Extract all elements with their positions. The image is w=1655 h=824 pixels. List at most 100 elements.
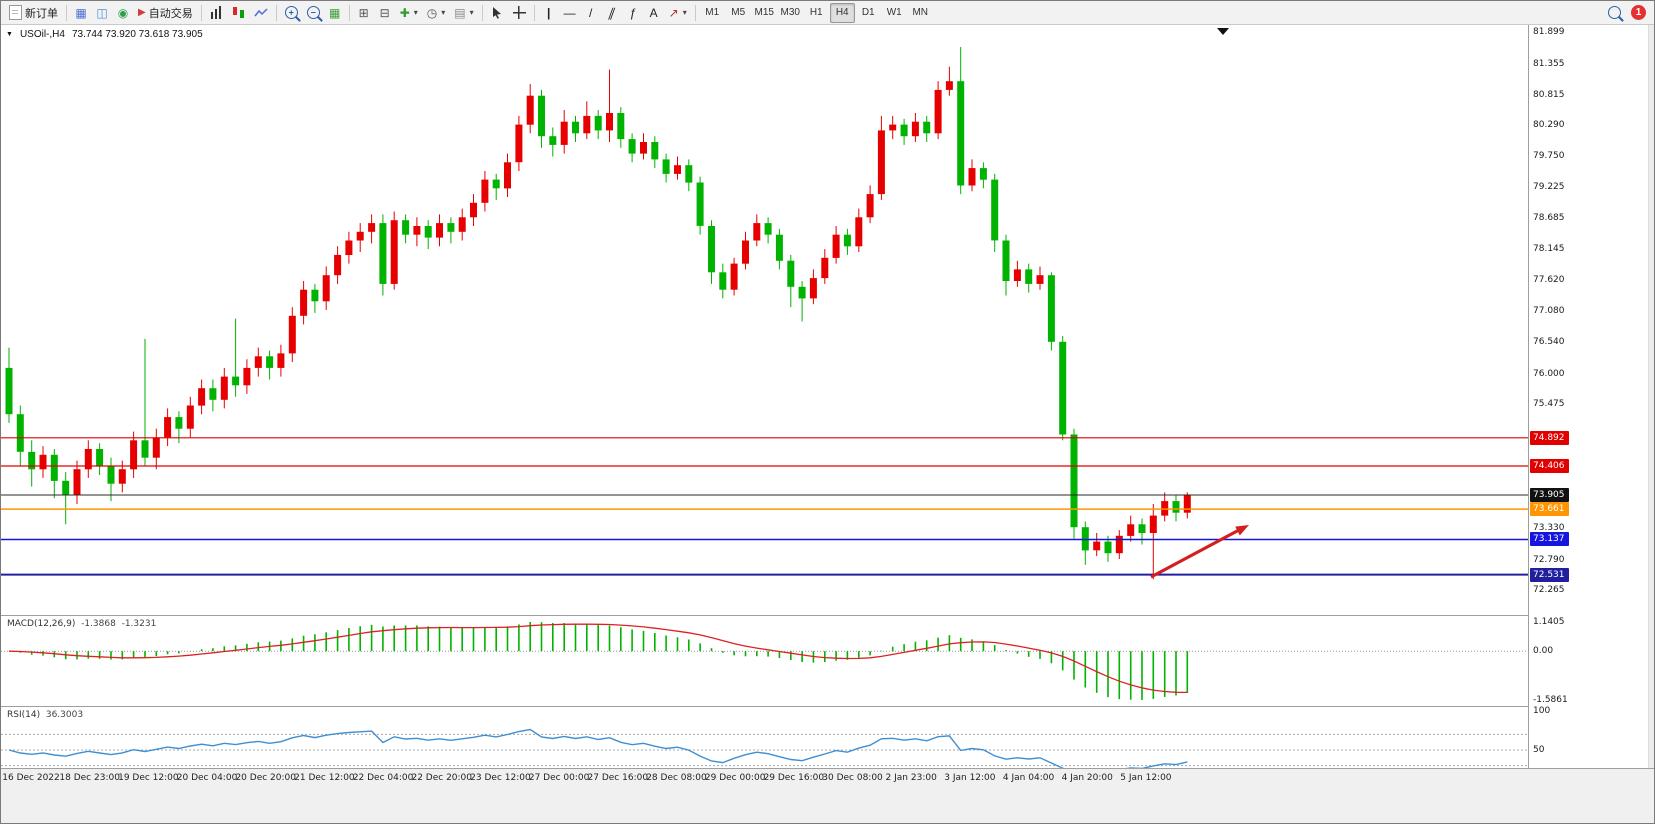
horizontal-line-button[interactable]: —: [560, 3, 580, 23]
toolbar-separator: [481, 4, 483, 21]
chart-bars-button[interactable]: [206, 3, 227, 23]
text-tool-icon: A: [649, 5, 658, 20]
macd-signal-line: [8, 623, 1188, 694]
price-axis-label: 80.290: [1533, 120, 1565, 131]
timeframe-h1[interactable]: H1: [804, 3, 829, 23]
timeframe-d1[interactable]: D1: [856, 3, 881, 23]
panel-divider[interactable]: [1, 706, 1654, 707]
price-badge: 74.406: [1530, 458, 1569, 473]
market-watch-button[interactable]: ◫: [92, 3, 112, 23]
time-axis[interactable]: 16 Dec 2022 18 Dec 23:00 19 Dec 12:00 20 De…: [1, 769, 1528, 787]
price-axis[interactable]: 81.899 81.355 80.815 80.290 79.750 79.225 78.6…: [1528, 25, 1654, 782]
tile-windows-button[interactable]: ⊞: [354, 3, 374, 23]
community-button[interactable]: ◉: [113, 3, 133, 23]
dropdown-arrow-icon: ▾: [469, 8, 474, 17]
rsi-axis-label: 100: [1533, 706, 1551, 716]
price-axis-label: 76.000: [1533, 368, 1565, 379]
fibonacci-button[interactable]: ƒ: [623, 3, 643, 23]
rsi-name: RSI(14): [7, 710, 41, 720]
zoom-in-button[interactable]: [281, 3, 302, 23]
chart-shift-marker[interactable]: [1217, 28, 1229, 35]
price-axis-label: 72.265: [1533, 585, 1565, 595]
templates-button[interactable]: ▤ ▾: [450, 3, 477, 23]
price-axis-label: 78.685: [1533, 213, 1565, 224]
indicators-button[interactable]: ✚ ▾: [396, 3, 422, 23]
community-icon: ◉: [117, 5, 129, 20]
timeframe-m30[interactable]: M30: [778, 3, 803, 23]
cursor-icon: [492, 6, 501, 19]
clock-icon: ◷: [426, 5, 438, 20]
price-axis-label: 77.080: [1533, 306, 1565, 317]
dropdown-arrow-icon: ▾: [413, 8, 418, 17]
crosshair-button[interactable]: [509, 3, 530, 23]
ohlc-values: 73.744 73.920 73.618 73.905: [71, 29, 203, 40]
time-axis-label: 27 Dec 16:00: [587, 773, 649, 783]
price-axis-label: 76.540: [1533, 337, 1565, 348]
search-button[interactable]: [1604, 3, 1625, 23]
periods-button[interactable]: ◷ ▾: [423, 3, 450, 23]
rsi-line: [8, 728, 1188, 774]
time-axis-label: 29 Dec 16:00: [763, 773, 825, 783]
zoom-out-button[interactable]: [303, 3, 324, 23]
fibonacci-icon: ƒ: [629, 5, 636, 20]
price-axis-label: 78.145: [1533, 244, 1565, 255]
arrow-tool-button[interactable]: ↗ ▾: [665, 3, 691, 23]
chart-line-button[interactable]: [250, 3, 272, 23]
charts-window-icon: ▦: [75, 5, 87, 20]
rsi-value: 36.3003: [45, 710, 84, 720]
notification-badge[interactable]: 1: [1631, 5, 1646, 20]
chart-window: ▼ USOil-,H4 73.744 73.920 73.618 73.905 …: [1, 25, 1654, 782]
timeframe-mn[interactable]: MN: [908, 3, 933, 23]
macd-signal-value: -1.3231: [121, 619, 157, 629]
grid-icon: ▦: [329, 5, 341, 20]
symbol-dropdown-icon[interactable]: ▼: [6, 31, 13, 38]
toolbar-separator: [200, 4, 202, 21]
market-watch-icon: ◫: [96, 5, 108, 20]
price-axis-label: 79.225: [1533, 181, 1565, 192]
time-axis-band: 16 Dec 2022 18 Dec 23:00 19 Dec 12:00 20 De…: [1, 768, 1654, 823]
main-chart[interactable]: [1, 25, 1528, 591]
price-axis-label: 75.475: [1533, 399, 1565, 410]
new-order-button[interactable]: 新订单: [5, 3, 62, 23]
cursor-button[interactable]: [487, 3, 508, 23]
time-axis-label: 2 Jan 23:00: [885, 773, 937, 783]
timeframe-m15[interactable]: M15: [752, 3, 777, 23]
toolbar-separator: [533, 4, 535, 21]
chart-header: ▼ USOil-,H4 73.744 73.920 73.618 73.905: [6, 29, 203, 40]
panel-divider[interactable]: [1, 615, 1654, 616]
vertical-line-button[interactable]: |: [539, 3, 559, 23]
zoom-out-icon: [306, 6, 320, 19]
time-axis-label: 4 Jan 04:00: [1002, 773, 1055, 783]
macd-axis-label: 1.1405: [1533, 617, 1565, 627]
cascade-windows-button[interactable]: ⊟: [375, 3, 395, 23]
charts-window-button[interactable]: ▦: [71, 3, 91, 23]
macd-main-value: -1.3868: [81, 619, 116, 629]
timeframe-m1[interactable]: M1: [700, 3, 725, 23]
price-axis-label: 77.620: [1533, 274, 1565, 285]
timeframe-h4[interactable]: H4: [829, 2, 855, 23]
trendline-button[interactable]: /: [581, 3, 601, 23]
chart-candles-button[interactable]: [228, 3, 249, 23]
vertical-scrollbar[interactable]: [1648, 25, 1654, 768]
macd-axis-label: -1.5861: [1533, 695, 1568, 705]
grid-button[interactable]: ▦: [325, 3, 345, 23]
candlestick-icon: [231, 6, 245, 19]
indicators-icon: ✚: [399, 5, 410, 20]
price-badge: 73.661: [1530, 502, 1569, 517]
time-axis-label: 22 Dec 04:00: [352, 773, 414, 783]
text-tool-button[interactable]: A: [644, 3, 664, 23]
rsi-axis-label: 50: [1533, 745, 1545, 755]
macd-panel[interactable]: [1, 616, 1528, 706]
time-axis-label: 3 Jan 12:00: [944, 773, 996, 783]
time-axis-label: 29 Dec 00:00: [704, 773, 766, 783]
auto-trading-button[interactable]: ▶ 自动交易: [134, 3, 197, 23]
channel-button[interactable]: ∥: [602, 3, 622, 23]
toolbar-separator: [348, 4, 350, 21]
timeframe-m5[interactable]: M5: [726, 3, 751, 23]
rsi-panel[interactable]: [1, 707, 1528, 792]
macd-axis-label: 0.00: [1533, 646, 1554, 657]
trend-arrow-annotation[interactable]: [1150, 525, 1249, 579]
time-axis-label: 5 Jan 12:00: [1120, 773, 1172, 783]
timeframe-w1[interactable]: W1: [882, 3, 907, 23]
